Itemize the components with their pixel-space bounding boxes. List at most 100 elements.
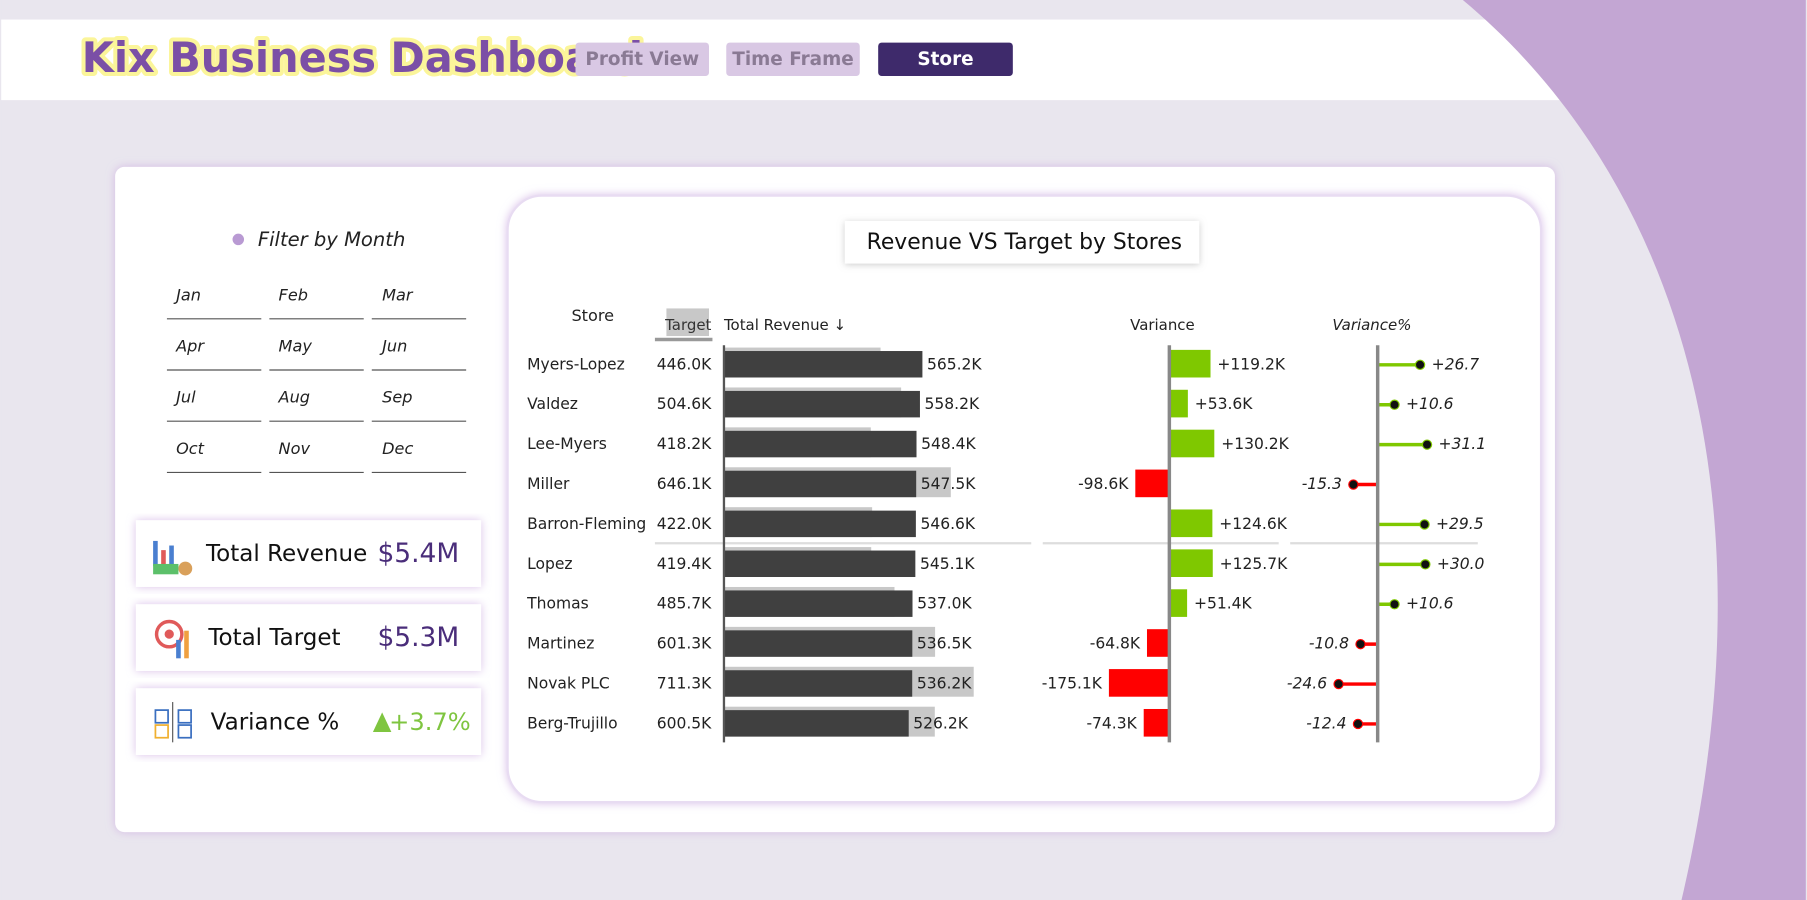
variance-pct-value: -24.6 [1287,675,1327,693]
icon-part [164,629,174,639]
kpi-card [135,688,482,755]
icon-part [153,540,158,567]
month-option[interactable]: Apr [175,336,205,355]
filter-dot [232,233,245,246]
icon-part [177,709,192,724]
revenue-bar [723,390,920,418]
revenue-value: 565.2K [927,355,982,373]
variance-value: +119.2K [1217,355,1285,373]
revenue-bar [723,590,913,617]
month-option[interactable]: Aug [278,388,310,407]
target-value: 422.0K [657,515,712,533]
kpi-box [135,688,482,755]
variance-value: -98.6K [1078,475,1129,493]
variance-pct-dot [1420,559,1431,570]
icon-part [169,545,174,567]
kpi-box [135,520,482,587]
store-name: Miller [527,475,570,493]
variance-bar [1169,549,1213,578]
icon-part [178,561,193,576]
revenue-bar [723,510,916,538]
month-option[interactable]: Oct [176,439,205,458]
variance-pct-dot [1419,519,1430,530]
store-name: Lopez [527,555,572,573]
target-value: 419.4K [657,555,712,573]
variance-bar [1108,669,1170,697]
nav-button[interactable] [726,42,860,76]
column-header: Variance% [1332,316,1411,334]
variance-pct-dot [1421,439,1433,450]
kpi-label: Variance % [211,709,340,735]
variance-bar [1169,349,1211,378]
icon-part [177,724,192,739]
store-name: Barron-Fleming [527,515,646,533]
store-name: Myers-Lopez [527,355,625,373]
nav-button[interactable] [878,42,1013,76]
revenue-value: 548.4K [921,435,976,453]
column-header: Variance [1130,316,1195,334]
kpi-value: $5.3M [377,622,459,653]
target-value: 446.0K [657,355,712,373]
month-option[interactable]: Sep [382,388,412,407]
variance-value: +51.4K [1194,595,1253,613]
variance-pct-dot [1348,479,1359,490]
revenue-value: 536.5K [917,635,972,653]
revenue-value: 536.2K [917,675,972,693]
variance-pct-value: -15.3 [1302,475,1342,493]
chart: Myers-Lopez 446.0K 565.2K +119.2K +26.7 Valde… [526,345,1487,743]
revenue-value: 558.2K [925,395,980,413]
revenue-bar [723,550,916,578]
nav-button[interactable] [575,42,709,76]
variance-pct-value: +10.6 [1406,395,1454,413]
target-value: 601.3K [657,635,712,653]
variance-bar [1143,708,1170,737]
up-arrow [372,712,392,732]
chart-title: Revenue VS Target by Stores [867,230,1182,255]
month-option[interactable]: Nov [279,439,311,458]
target-value: 418.2K [657,435,712,453]
month-option[interactable]: Jul [173,388,196,407]
variance-pct-value: +26.7 [1432,355,1480,373]
variance-value: +124.6K [1219,515,1287,533]
target-value: 711.3K [657,675,712,693]
month-option[interactable]: Jun [379,336,407,355]
variance-pct-value: +31.1 [1439,435,1487,453]
icon-part [154,709,169,724]
kpi-card [135,604,482,671]
variance-pct-dot [1389,599,1400,610]
kpi-icons [153,540,392,743]
target-value: 600.5K [657,714,712,732]
revenue-bar [723,710,909,737]
store-name: Novak PLC [527,675,610,693]
store-name: Thomas [526,595,589,613]
nav-button-label[interactable]: Time Frame [732,49,854,70]
variance-pct-value: -10.8 [1309,635,1349,653]
month-option[interactable]: May [279,336,313,355]
variance-value: -175.1K [1042,675,1103,693]
store-name: Valdez [527,395,578,413]
month-option[interactable]: Mar [382,285,414,304]
icon-part [161,550,166,567]
revenue-value: 526.2K [913,714,968,732]
variance-value: -74.3K [1086,714,1137,732]
month-option[interactable]: Feb [279,285,308,304]
nav-button-label[interactable]: Store [917,49,973,70]
nav-button-label[interactable]: Profit View [585,49,699,70]
revenue-bar [723,670,913,697]
revenue-value: 546.6K [920,515,975,533]
variance-pct-dot [1333,678,1344,690]
store-name: Berg-Trujillo [527,714,617,732]
icon-part [154,619,184,649]
month-option[interactable]: Dec [382,439,413,458]
variance-bar [1169,429,1215,458]
kpi-label: Total Target [207,625,340,651]
variance-pct-dot [1414,359,1426,371]
icon-part [176,639,181,659]
variance-value: +125.7K [1220,555,1288,573]
variance-pct-value: +10.6 [1406,595,1454,613]
variance-value: +53.6K [1195,395,1254,413]
month-option[interactable]: Jan [173,285,201,304]
target-value: 646.1K [657,475,712,493]
